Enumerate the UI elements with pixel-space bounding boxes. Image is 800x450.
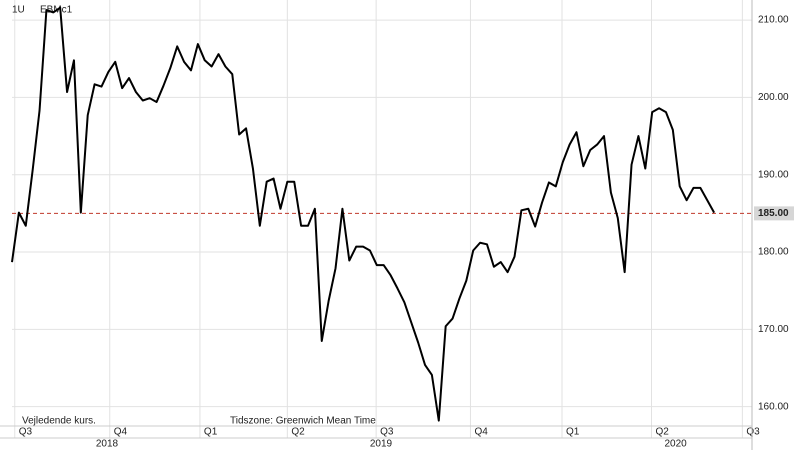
x-tick-label: Q2 [655,427,669,438]
y-tick-label: 170.00 [758,324,789,335]
price-line [11,6,716,422]
reference-label: 185.00 [758,208,789,219]
x-tick-label: Q3 [746,427,760,438]
y-tick-label: 180.00 [758,247,789,258]
x-tick-label: Q1 [566,427,580,438]
x-tick-label: Q2 [291,427,305,438]
grid [12,0,752,438]
x-tick-label: Q4 [474,427,488,438]
y-tick-label: 200.00 [758,92,789,103]
y-tick-label: 190.00 [758,169,789,180]
y-tick-label: 160.00 [758,401,789,412]
ric-prefix: 1U [12,5,25,16]
year-label: 2019 [370,439,393,450]
year-label: 2020 [664,439,687,450]
x-tick-label: Q4 [114,427,128,438]
y-tick-label: 210.00 [758,15,789,26]
x-tick-label: Q1 [204,427,218,438]
x-tick-label: Q3 [380,427,394,438]
footnote: Tidszone: Greenwich Mean Time [230,416,376,427]
year-label: 2018 [96,439,119,450]
reference-label-box [754,206,794,221]
x-tick-label: Q3 [19,427,33,438]
footnote: Vejledende kurs. [22,416,96,427]
